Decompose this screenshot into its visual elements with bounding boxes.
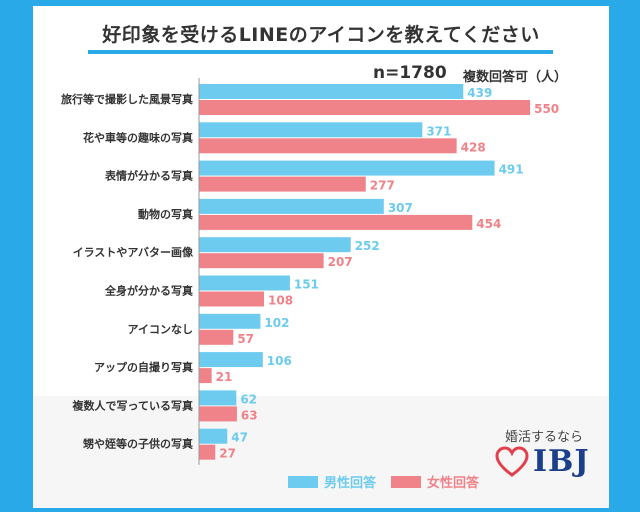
bar-female bbox=[199, 329, 234, 345]
category-label: 甥や姪等の子供の写真 bbox=[83, 437, 193, 451]
value-label-female: 27 bbox=[219, 447, 236, 461]
bar-chart: 旅行等で撮影した風景写真 439 550 花や車等の趣味の写真 371 428 表情が分かる… bbox=[61, 78, 559, 465]
bar-female bbox=[199, 368, 212, 384]
logo-tagline: 婚活するなら bbox=[505, 430, 584, 445]
value-label-male: 106 bbox=[267, 354, 292, 368]
bar-male bbox=[199, 352, 263, 368]
value-label-female: 108 bbox=[268, 294, 293, 308]
legend-female-label: 女性回答 bbox=[427, 476, 480, 491]
bar-male bbox=[199, 160, 495, 176]
value-label-female: 21 bbox=[216, 370, 233, 384]
ibj-logo: IBJ bbox=[495, 444, 590, 479]
bar-male bbox=[199, 237, 351, 253]
bar-male bbox=[199, 313, 261, 329]
value-label-male: 47 bbox=[231, 431, 248, 445]
value-label-male: 102 bbox=[264, 316, 289, 330]
title-underline bbox=[88, 50, 553, 54]
category-label: 花や車等の趣味の写真 bbox=[83, 130, 193, 144]
bar-male bbox=[199, 198, 384, 214]
bar-male bbox=[199, 84, 464, 99]
value-label-male: 371 bbox=[426, 124, 451, 138]
chart-title: 好印象を受けるLINEのアイコンを教えてください bbox=[102, 24, 540, 46]
value-label-female: 63 bbox=[241, 408, 258, 422]
value-label-male: 62 bbox=[240, 392, 257, 406]
category-label: 全身が分かる写真 bbox=[104, 284, 193, 298]
bar-male bbox=[199, 428, 228, 444]
bar-male bbox=[199, 390, 237, 406]
sample-size: n=1780 bbox=[373, 63, 447, 83]
chart-frame: 好印象を受けるLINEのアイコンを教えてください n=1780 複数回答可（人）… bbox=[33, 6, 609, 508]
category-label: アップの自撮り写真 bbox=[94, 360, 193, 374]
value-label-male: 151 bbox=[294, 278, 319, 292]
value-label-male: 252 bbox=[355, 239, 380, 253]
legend-male-swatch bbox=[288, 475, 318, 488]
bar-female bbox=[199, 253, 324, 269]
value-label-female: 454 bbox=[476, 217, 501, 231]
category-label: 複数人で写っている写真 bbox=[72, 398, 193, 412]
legend-male-label: 男性回答 bbox=[324, 476, 377, 491]
bar-female bbox=[199, 100, 531, 115]
value-label-female: 277 bbox=[370, 179, 395, 193]
bar-female bbox=[199, 444, 216, 460]
bar-female bbox=[199, 291, 265, 307]
value-label-female: 207 bbox=[328, 255, 353, 269]
value-label-male: 439 bbox=[467, 86, 492, 100]
value-label-female: 550 bbox=[534, 102, 559, 116]
legend-female: 女性回答 bbox=[391, 472, 479, 491]
bar-female bbox=[199, 138, 457, 154]
category-label: 旅行等で撮影した風景写真 bbox=[61, 92, 193, 106]
sample-note: 複数回答可（人） bbox=[463, 70, 568, 85]
bar-female bbox=[199, 406, 237, 422]
value-label-female: 57 bbox=[237, 332, 254, 346]
bar-female bbox=[199, 176, 366, 192]
value-label-male: 491 bbox=[499, 163, 524, 177]
category-label: イラストやアバター画像 bbox=[73, 245, 194, 259]
value-label-female: 428 bbox=[461, 140, 486, 154]
category-label: アイコンなし bbox=[128, 323, 193, 336]
heart-icon bbox=[495, 445, 529, 477]
logo-brand: IBJ bbox=[533, 444, 590, 479]
category-label: 動物の写真 bbox=[138, 207, 193, 221]
category-label: 表情が分かる写真 bbox=[104, 169, 193, 183]
legend-male: 男性回答 bbox=[288, 472, 376, 491]
legend-female-swatch bbox=[391, 475, 421, 488]
value-label-male: 307 bbox=[388, 201, 413, 215]
bar-male bbox=[199, 122, 423, 138]
bar-male bbox=[199, 275, 290, 291]
bar-female bbox=[199, 214, 473, 230]
